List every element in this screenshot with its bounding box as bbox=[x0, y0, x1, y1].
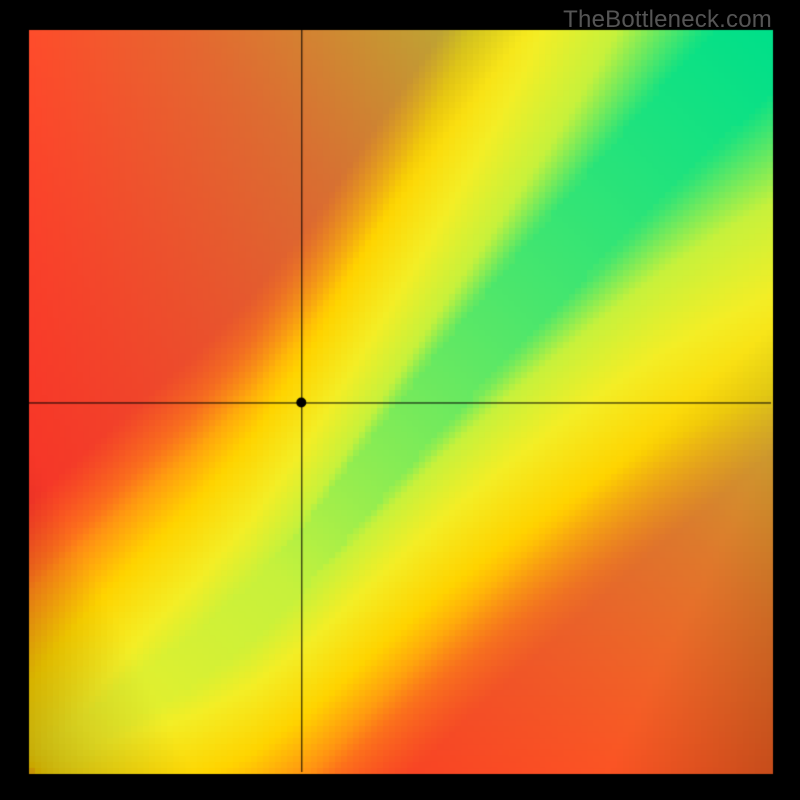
heatmap-plot bbox=[0, 0, 800, 800]
watermark-text: TheBottleneck.com bbox=[563, 6, 772, 34]
